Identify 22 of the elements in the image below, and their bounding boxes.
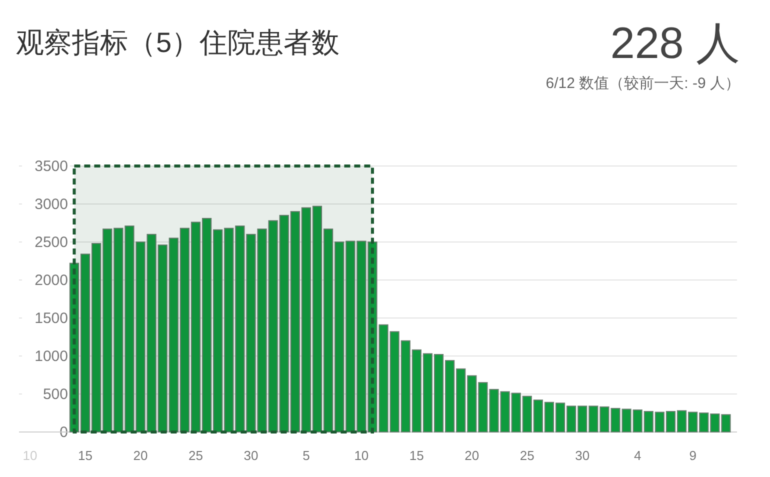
- annotation: 228 人: [610, 19, 740, 68]
- x-tick-label: 20: [133, 448, 148, 463]
- y-tick-label: 3500: [34, 158, 68, 175]
- title: 观察指标（5）住院患者数: [16, 27, 340, 58]
- y-tick-label: 2000: [34, 272, 68, 289]
- x-tick-label: 15: [78, 448, 93, 463]
- y-tick-label: 2500: [34, 234, 68, 251]
- y-tick-label: 3000: [34, 196, 68, 213]
- x-tick-label: 25: [188, 448, 203, 463]
- y-tick-label: 500: [42, 386, 68, 403]
- y-tick-label: 1500: [34, 310, 68, 327]
- x-tick-label: 15: [409, 448, 424, 463]
- x-tick-label: 30: [244, 448, 258, 463]
- x-tick-label: 9: [689, 448, 696, 463]
- x-tick-label: 30: [575, 448, 590, 463]
- x-tick-label: 5: [302, 448, 310, 463]
- x-tick-label: 10: [354, 448, 369, 463]
- annotation: 6/12 数值（较前一天: -9 人）: [546, 75, 740, 92]
- x-tick-label: 25: [520, 448, 534, 463]
- x-tick-label: 20: [464, 448, 480, 463]
- x-tick-label: 4: [634, 448, 642, 463]
- y-tick-label: 1000: [34, 348, 68, 365]
